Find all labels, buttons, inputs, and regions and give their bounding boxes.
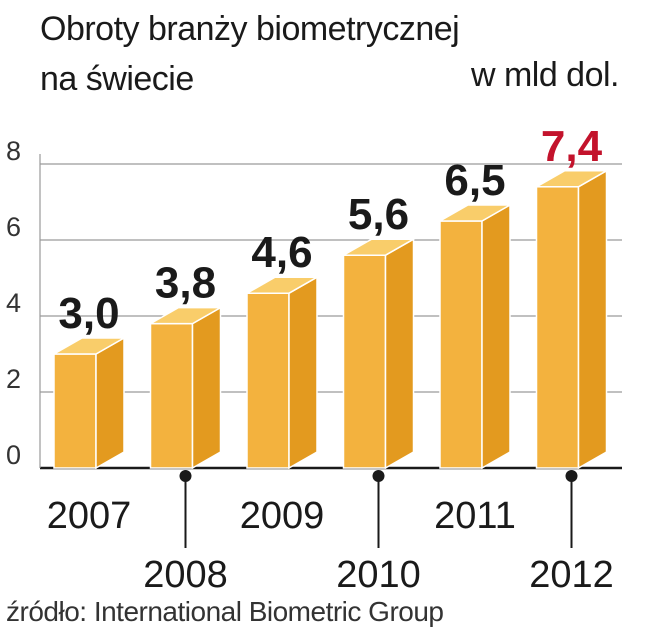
title-line-2: na świecie [40, 60, 194, 98]
y-tick-label: 0 [6, 440, 21, 470]
bar-top [533, 170, 610, 188]
bar-2012 [533, 169, 610, 470]
y-tick-label: 6 [6, 212, 21, 242]
value-label: 4,6 [251, 228, 312, 277]
bar-side [191, 306, 222, 470]
bar-top [244, 276, 320, 294]
bar-top [51, 337, 127, 355]
bar-2010 [340, 237, 417, 470]
bar-2007 [51, 336, 127, 470]
bar-front [149, 322, 194, 469]
source-note: źródło: International Biometric Group [6, 596, 444, 627]
bar-front [342, 254, 387, 469]
bar-2008 [147, 306, 224, 470]
bar-side [577, 169, 608, 470]
x-tick-label: 2011 [434, 495, 516, 537]
bar-side [288, 275, 318, 470]
x-tick-label: 2010 [336, 554, 421, 596]
bar-side [95, 336, 125, 470]
chart-title: Obroty branży biometrycznej na świecie [40, 4, 460, 104]
bar-front [246, 292, 290, 469]
value-label: 7,4 [541, 122, 603, 171]
y-tick-label: 8 [6, 136, 21, 166]
bar-top [147, 306, 224, 325]
unit-label: w mld dol. [470, 56, 620, 94]
value-label: 3,8 [155, 259, 216, 308]
bar-front [53, 353, 97, 469]
x-tick-label: 2008 [143, 554, 228, 596]
bar-top [437, 204, 513, 222]
bar-2009 [244, 275, 320, 470]
bar-2011 [437, 203, 513, 470]
title-line-1: Obroty branży biometrycznej [40, 10, 460, 48]
value-label: 6,5 [444, 156, 505, 205]
value-label: 3,0 [58, 289, 119, 338]
x-tick-label: 2009 [240, 495, 325, 537]
bar-top [340, 238, 417, 256]
x-tick-label: 2007 [47, 495, 132, 537]
bar-front [439, 220, 483, 469]
y-tick-label: 2 [6, 364, 21, 394]
bar-side [384, 237, 415, 470]
bar-side [481, 203, 511, 470]
value-label: 5,6 [348, 190, 409, 239]
y-tick-label: 4 [6, 288, 21, 318]
x-tick-label: 2012 [529, 554, 614, 596]
bar-front [535, 186, 580, 469]
